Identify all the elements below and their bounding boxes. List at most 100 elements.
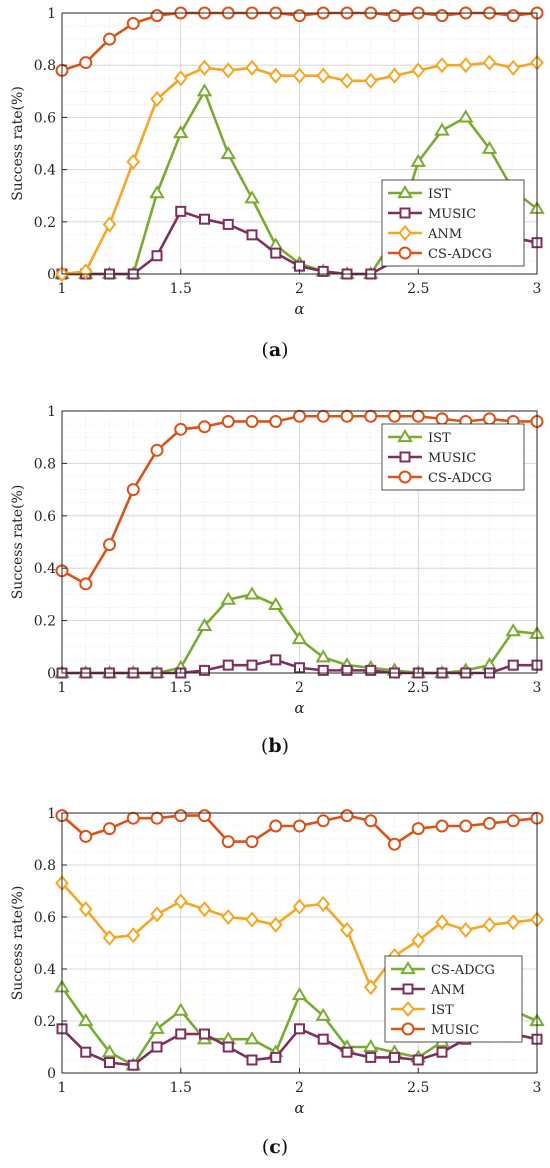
data-point xyxy=(458,921,473,939)
legend-marker xyxy=(402,983,414,995)
data-point xyxy=(150,9,164,23)
legend-item: CS-ADCG xyxy=(391,961,495,978)
data-point xyxy=(102,929,117,946)
data-point xyxy=(199,664,210,676)
data-point xyxy=(175,205,187,217)
data-point xyxy=(482,916,497,933)
chart-panel-1: 1 1.5 2 2.5 3 0 0.2 0.4 0.6 0.8 1 Success rate(%) α I… xyxy=(10,6,545,361)
legend-label: IST xyxy=(431,1003,454,1018)
data-point xyxy=(457,109,474,123)
data-point xyxy=(316,409,330,423)
data-point xyxy=(363,979,378,996)
data-point xyxy=(435,412,449,426)
data-point xyxy=(363,72,378,89)
data-point xyxy=(341,1046,353,1058)
data-point xyxy=(151,250,163,262)
data-point xyxy=(365,664,377,676)
data-point xyxy=(174,422,188,436)
data-point xyxy=(315,1007,332,1021)
legend-item: IST xyxy=(388,185,451,202)
data-point xyxy=(267,596,284,611)
y-tick-label: 0.2 xyxy=(34,614,56,630)
data-point xyxy=(293,819,306,833)
data-point xyxy=(221,414,235,428)
y-tick-label: 0.8 xyxy=(34,58,56,74)
data-point xyxy=(103,32,116,46)
data-point xyxy=(196,617,213,631)
data-point xyxy=(245,835,259,849)
chart-panel-3: 1 1.5 2 2.5 3 0 0.2 0.4 0.6 0.8 1 Success rate(%) α C… xyxy=(10,806,545,1158)
legend-item: MUSIC xyxy=(391,1022,479,1038)
data-point xyxy=(245,59,259,76)
legend: CS-ADCG ANM IST MUSIC xyxy=(384,955,523,1043)
legend-item: ANM xyxy=(391,983,465,998)
data-point xyxy=(270,1051,282,1063)
legend-marker xyxy=(397,429,413,443)
data-point xyxy=(244,190,260,204)
data-point xyxy=(506,9,520,23)
data-point xyxy=(341,664,353,676)
legend-item: CS-ADCG xyxy=(388,470,492,486)
legend-item: IST xyxy=(391,1000,454,1018)
data-point xyxy=(199,1028,210,1040)
data-point xyxy=(199,213,210,225)
y-tick-label: 0.6 xyxy=(34,509,56,525)
data-point xyxy=(246,229,258,241)
data-point xyxy=(294,1023,305,1035)
series-ist xyxy=(55,875,544,996)
data-point xyxy=(173,893,188,910)
data-point xyxy=(505,623,522,637)
data-point xyxy=(365,1051,377,1063)
legend-label: MUSIC xyxy=(428,207,476,222)
data-point xyxy=(198,420,211,434)
data-point xyxy=(149,185,165,199)
data-point xyxy=(269,819,283,833)
data-point xyxy=(79,56,93,70)
y-tick-label: 0 xyxy=(47,267,56,283)
series-music xyxy=(55,809,544,851)
data-point xyxy=(481,140,498,154)
x-tick-label: 2 xyxy=(295,1080,304,1096)
data-point xyxy=(126,811,140,825)
data-point xyxy=(172,125,189,139)
legend-label: CS-ADCG xyxy=(428,471,492,486)
y-tick-label: 0.4 xyxy=(34,561,56,577)
x-axis-label: α xyxy=(294,1099,304,1117)
data-point xyxy=(103,822,116,836)
data-point xyxy=(506,59,521,76)
data-point xyxy=(244,1031,260,1045)
data-point xyxy=(316,895,331,913)
data-point xyxy=(221,908,236,926)
legend: IST MUSIC CS-ADCG xyxy=(381,423,525,491)
data-point xyxy=(151,1041,163,1053)
data-point xyxy=(434,122,450,136)
data-point xyxy=(175,1028,187,1040)
legend-marker xyxy=(399,451,411,463)
data-point xyxy=(173,70,188,87)
data-point xyxy=(317,1033,329,1045)
series-cs-adcg xyxy=(55,409,544,591)
data-point xyxy=(198,809,211,823)
data-point xyxy=(77,1013,94,1027)
legend-item: IST xyxy=(388,429,451,446)
data-point xyxy=(364,814,378,828)
data-point xyxy=(268,67,283,84)
data-point xyxy=(293,9,306,23)
data-point xyxy=(292,67,307,84)
data-point xyxy=(482,54,497,71)
y-axis-label: Success rate(%) xyxy=(10,485,26,600)
data-point xyxy=(459,819,473,833)
x-tick-label: 1 xyxy=(58,281,67,297)
y-tick-label: 1 xyxy=(47,404,56,420)
y-tick-label: 0.8 xyxy=(34,456,56,472)
y-tick-label: 0.6 xyxy=(34,110,56,126)
data-point xyxy=(269,414,283,428)
data-point xyxy=(435,819,449,833)
data-point xyxy=(222,1041,234,1053)
data-point xyxy=(507,659,519,671)
legend-marker xyxy=(398,224,412,242)
data-point xyxy=(340,72,354,89)
legend-item: CS-ADCG xyxy=(388,246,492,262)
data-point xyxy=(506,914,521,931)
